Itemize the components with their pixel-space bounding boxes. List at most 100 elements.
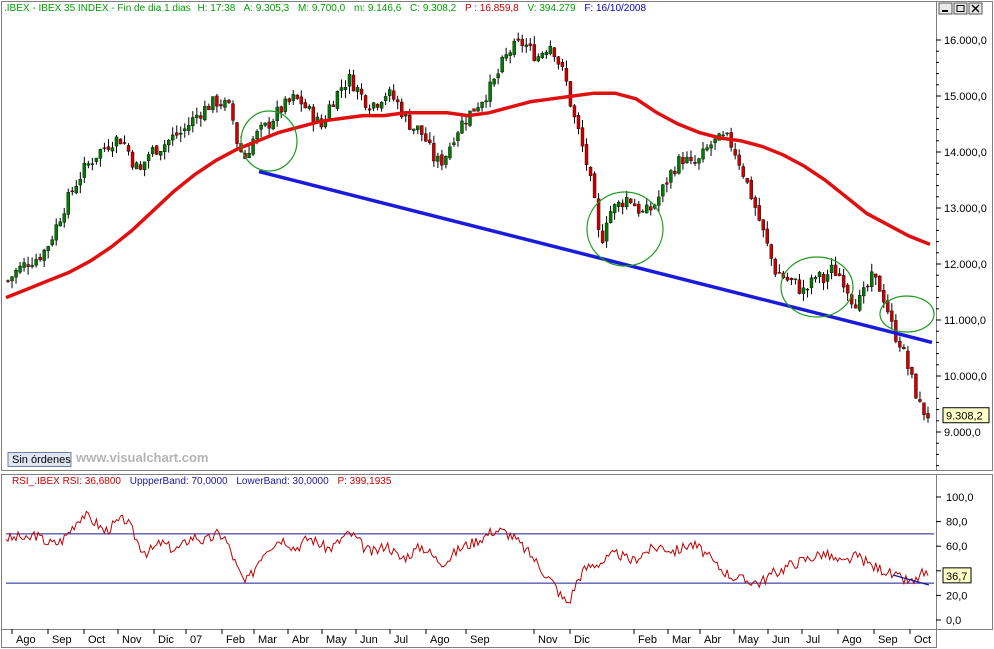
header-line: .IBEX - IBEX 35 INDEX - Fin de dia 1 dia…	[4, 3, 646, 14]
candle-body	[211, 96, 215, 110]
candle-body	[685, 156, 689, 163]
rsi-axis	[936, 474, 993, 630]
candle-body	[906, 350, 910, 369]
candle-body	[878, 275, 882, 292]
candle-body	[70, 190, 74, 193]
sin-ordenes-button[interactable]: Sin órdenes	[7, 452, 72, 467]
candle-body	[375, 104, 380, 108]
header-date: F: 16/10/2008	[584, 3, 646, 14]
header-high: M: 9.700,0	[298, 3, 346, 14]
last-price-label: 9.308,2	[946, 411, 983, 423]
candle-body	[890, 310, 894, 322]
time-tick-label: Jun	[772, 634, 790, 646]
time-axis	[1, 629, 937, 648]
candle-body	[677, 156, 681, 174]
price-tick-labels: 16.000,0 15.000,0 14.000,0 13.000,0 12.000,0…	[936, 35, 987, 467]
candle-body	[391, 90, 396, 100]
watermark-text: www.visualchart.com	[75, 450, 208, 465]
time-tick-label: Ago	[16, 634, 36, 646]
rsi-p: P: 399,1935	[337, 476, 391, 487]
candle-body	[504, 54, 508, 59]
rsi-last-badge: 36,7	[942, 567, 972, 584]
maximize-icon	[956, 5, 965, 12]
candle-body	[412, 128, 416, 131]
candle-body	[175, 132, 179, 136]
candle-body	[524, 44, 528, 47]
candle-body	[596, 198, 601, 230]
candle-body	[874, 273, 878, 278]
window-buttons	[938, 2, 983, 15]
candle-body	[448, 146, 452, 159]
rsi-name: RSI_.IBEX RSI: 36,6800	[12, 476, 121, 487]
candle-body	[400, 101, 404, 118]
header-volume: V: 394.279	[528, 3, 576, 14]
candle-body	[797, 279, 802, 294]
candle-body	[223, 100, 227, 108]
maximize-button[interactable]	[953, 2, 968, 15]
candle-body	[106, 146, 111, 150]
minimize-button[interactable]	[938, 2, 953, 15]
candle-body	[681, 157, 685, 164]
rsi-tick-label: 0,0	[946, 615, 961, 627]
candle-body	[367, 108, 372, 111]
candle-body	[689, 156, 693, 161]
candles	[6, 32, 930, 423]
candle-body	[616, 201, 621, 207]
candle-body	[548, 45, 553, 55]
candle-body	[922, 402, 926, 415]
candle-body	[793, 278, 798, 280]
rsi-tick-label: 100,0	[946, 492, 974, 504]
highlight-circle	[240, 110, 298, 172]
candle-body	[279, 106, 283, 113]
candle-body	[122, 142, 127, 144]
candle-body	[866, 285, 870, 288]
header-hour: H: 17:38	[198, 3, 236, 14]
candle-body	[588, 166, 593, 176]
price-tick-label: 11.000,0	[944, 315, 986, 327]
candle-body	[641, 210, 645, 213]
moving-average-line	[5, 91, 931, 300]
candle-body	[753, 197, 757, 208]
candle-body	[769, 244, 774, 259]
candle-body	[492, 78, 496, 85]
rsi-upper: UppperBand: 70,0000	[130, 476, 228, 487]
candle-body	[520, 39, 524, 46]
rsi-last-box	[942, 567, 972, 584]
price-panel	[1, 1, 937, 471]
candle-body	[259, 124, 263, 130]
header-low: m: 9.146,6	[354, 3, 402, 14]
candle-body	[420, 125, 424, 135]
candle-body	[54, 224, 58, 241]
candle-body	[918, 399, 922, 402]
candle-body	[335, 91, 340, 109]
candle-body	[444, 155, 448, 165]
candle-body	[773, 258, 778, 275]
candle-body	[488, 81, 492, 102]
candle-body	[359, 88, 364, 95]
candle-body	[580, 127, 585, 147]
rsi-tick-label: 80,0	[946, 517, 967, 529]
candle-body	[829, 264, 834, 273]
candle-body	[94, 157, 99, 162]
candle-body	[327, 104, 332, 120]
candle-body	[86, 163, 91, 166]
trendline	[258, 169, 933, 345]
candle-body	[428, 139, 432, 144]
candle-body	[343, 87, 348, 90]
candle-body	[154, 145, 159, 155]
price-axis	[936, 1, 993, 471]
candle-body	[576, 115, 581, 129]
candle-body	[416, 125, 420, 130]
candle-body	[870, 271, 874, 288]
candle-body	[275, 106, 279, 121]
candle-body	[801, 287, 806, 294]
candle-body	[440, 154, 444, 166]
price-tick-label: 15.000,0	[944, 91, 987, 103]
candle-body	[432, 143, 436, 162]
candle-body	[898, 340, 902, 348]
header-symbol: .IBEX - IBEX 35 INDEX - Fin de dia 1 dia…	[4, 3, 191, 14]
candle-body	[58, 221, 62, 227]
candle-body	[552, 47, 557, 57]
candle-body	[50, 239, 54, 245]
candle-body	[926, 413, 930, 419]
